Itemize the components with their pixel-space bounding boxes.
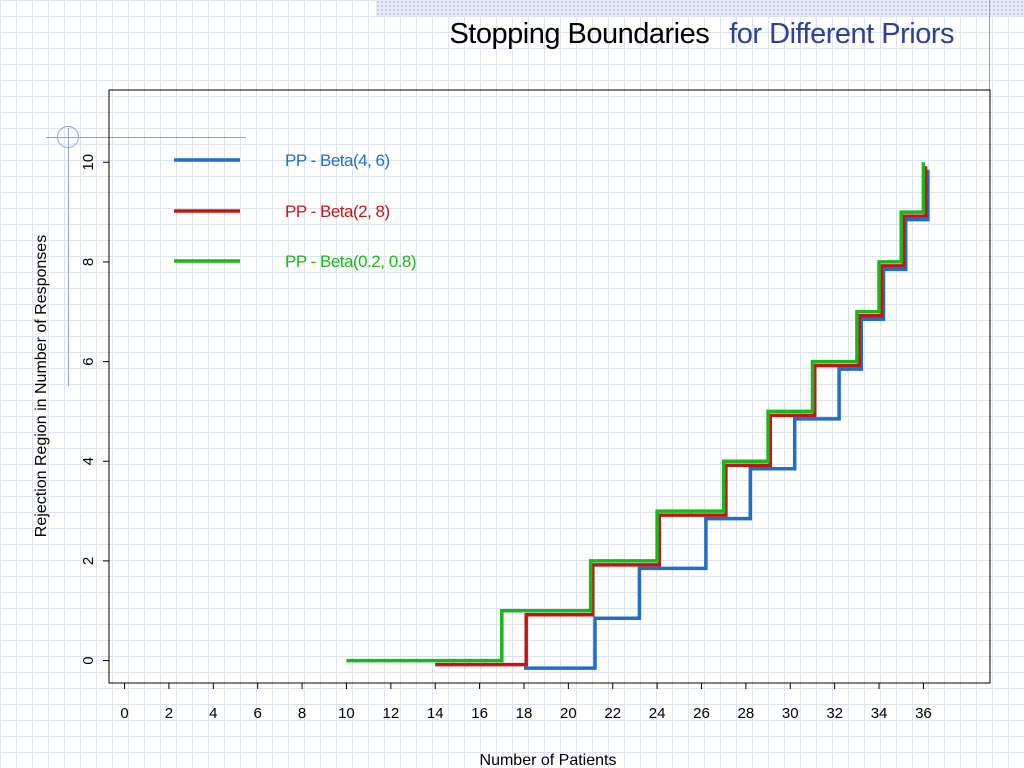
x-tick-label: 4 bbox=[209, 705, 217, 722]
x-tick-label: 18 bbox=[516, 705, 533, 722]
series-line-1 bbox=[524, 169, 930, 670]
legend-label-1: PP - Beta(4, 6) bbox=[285, 151, 390, 170]
x-tick-label: 24 bbox=[649, 705, 666, 722]
y-axis-title: Rejection Region in Number of Responses bbox=[33, 235, 50, 537]
y-tick-label: 4 bbox=[80, 457, 97, 465]
x-axis-title: Number of Patients bbox=[480, 752, 617, 768]
decorative-vertical-line-left bbox=[68, 128, 69, 386]
y-tick-label: 2 bbox=[80, 557, 97, 565]
slide-title-main: Stopping Boundaries bbox=[449, 18, 710, 50]
x-tick-label: 36 bbox=[915, 705, 932, 722]
x-tick-label: 32 bbox=[826, 705, 843, 722]
y-tick-label: 0 bbox=[80, 656, 97, 664]
y-tick-label: 10 bbox=[80, 154, 97, 171]
series-line-3 bbox=[346, 162, 926, 663]
legend-label-3: PP - Beta(0.2, 0.8) bbox=[285, 252, 416, 271]
y-tick-label: 6 bbox=[80, 357, 97, 365]
x-tick-label: 0 bbox=[120, 705, 128, 722]
y-tick-label: 8 bbox=[80, 258, 97, 266]
x-tick-label: 22 bbox=[604, 705, 621, 722]
x-tick-label: 30 bbox=[782, 705, 799, 722]
decorative-circle bbox=[57, 126, 79, 148]
series-layer bbox=[346, 162, 930, 670]
legend: PP - Beta(4, 6) PP - Beta(2, 8) PP - Beta(… bbox=[174, 151, 416, 271]
legend-label-2: PP - Beta(2, 8) bbox=[285, 202, 390, 221]
x-tick-label: 2 bbox=[165, 705, 173, 722]
x-tick-label: 16 bbox=[471, 705, 488, 722]
series-line-2 bbox=[435, 166, 928, 667]
decorative-horizontal-line bbox=[46, 137, 246, 138]
decorative-vertical-line bbox=[989, 0, 990, 90]
x-tick-label: 12 bbox=[382, 705, 399, 722]
header-band bbox=[376, 0, 1024, 16]
x-tick-label: 28 bbox=[738, 705, 755, 722]
plot-frame bbox=[108, 89, 991, 684]
slide-title-sub: for Different Priors bbox=[729, 18, 954, 50]
slide-title: Stopping Boundaries for Different Priors bbox=[449, 18, 954, 51]
x-tick-label: 26 bbox=[693, 705, 710, 722]
x-tick-label: 8 bbox=[298, 705, 306, 722]
x-tick-label: 20 bbox=[560, 705, 577, 722]
x-tick-label: 10 bbox=[338, 705, 355, 722]
x-tick-label: 14 bbox=[427, 705, 444, 722]
x-tick-label: 6 bbox=[254, 705, 262, 722]
x-tick-label: 34 bbox=[871, 705, 888, 722]
